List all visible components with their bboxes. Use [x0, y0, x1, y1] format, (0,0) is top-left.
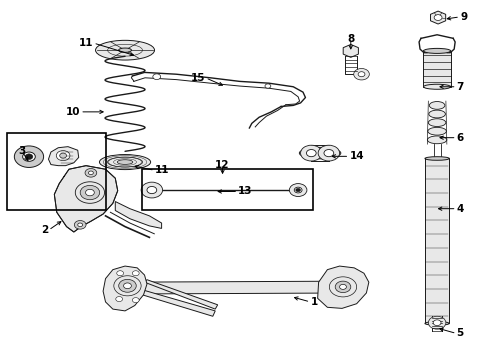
Text: 1: 1 [310, 297, 317, 307]
Text: 12: 12 [215, 160, 229, 170]
Circle shape [318, 145, 339, 161]
Ellipse shape [99, 154, 150, 170]
Text: 5: 5 [456, 328, 463, 338]
Circle shape [353, 68, 368, 80]
Circle shape [147, 186, 157, 194]
Circle shape [114, 276, 141, 296]
Ellipse shape [427, 127, 446, 135]
Polygon shape [48, 147, 79, 166]
Text: 8: 8 [346, 34, 354, 44]
Ellipse shape [423, 48, 450, 53]
Circle shape [60, 153, 66, 158]
Circle shape [119, 279, 136, 292]
Circle shape [14, 146, 43, 167]
Circle shape [334, 281, 350, 293]
Ellipse shape [424, 321, 448, 325]
Circle shape [264, 84, 270, 88]
Ellipse shape [427, 136, 446, 144]
Bar [423, 51, 450, 87]
Circle shape [117, 271, 123, 276]
Text: 15: 15 [191, 73, 205, 83]
Circle shape [132, 271, 139, 276]
Ellipse shape [107, 157, 142, 167]
Circle shape [295, 188, 300, 192]
Circle shape [357, 72, 364, 77]
Circle shape [75, 182, 104, 203]
Polygon shape [317, 266, 368, 309]
Text: 11: 11 [155, 165, 169, 175]
Text: 2: 2 [41, 225, 48, 235]
Bar [6, 134, 105, 211]
Polygon shape [115, 202, 161, 228]
Ellipse shape [428, 110, 445, 118]
Circle shape [289, 184, 306, 197]
Text: 6: 6 [456, 133, 463, 143]
Circle shape [123, 283, 131, 289]
Polygon shape [429, 11, 445, 24]
Circle shape [432, 320, 440, 325]
Circle shape [324, 149, 333, 157]
Ellipse shape [117, 160, 133, 165]
Circle shape [78, 223, 82, 226]
Circle shape [336, 283, 348, 291]
Text: 11: 11 [79, 38, 93, 48]
Circle shape [74, 221, 86, 229]
Text: 10: 10 [65, 107, 80, 117]
Circle shape [300, 145, 322, 161]
Circle shape [153, 74, 160, 80]
Text: 3: 3 [19, 146, 26, 156]
Ellipse shape [95, 40, 154, 60]
Polygon shape [115, 281, 351, 294]
Polygon shape [103, 266, 147, 311]
Circle shape [80, 185, 100, 200]
Ellipse shape [427, 119, 445, 126]
Polygon shape [142, 291, 215, 316]
Circle shape [339, 284, 346, 289]
Circle shape [85, 189, 94, 196]
Circle shape [25, 154, 33, 159]
Circle shape [433, 15, 441, 21]
Text: 7: 7 [456, 82, 463, 92]
Bar [424, 158, 448, 323]
Polygon shape [343, 44, 358, 57]
Circle shape [306, 149, 316, 157]
Circle shape [294, 187, 302, 193]
Circle shape [122, 282, 133, 290]
Ellipse shape [119, 48, 131, 52]
Ellipse shape [423, 84, 450, 89]
Polygon shape [144, 280, 217, 309]
Circle shape [88, 171, 93, 175]
Circle shape [132, 298, 139, 303]
Circle shape [116, 297, 122, 302]
Bar [142, 169, 312, 210]
Polygon shape [54, 166, 118, 232]
Ellipse shape [428, 102, 444, 109]
Circle shape [85, 168, 97, 177]
Circle shape [329, 277, 356, 297]
Circle shape [82, 187, 97, 198]
Circle shape [427, 316, 445, 329]
Ellipse shape [424, 157, 448, 160]
Text: 14: 14 [348, 151, 363, 161]
Text: 4: 4 [456, 204, 463, 214]
Text: 9: 9 [459, 12, 466, 22]
Circle shape [141, 182, 162, 198]
Text: 13: 13 [238, 186, 252, 197]
Circle shape [22, 152, 35, 161]
Circle shape [56, 150, 70, 161]
